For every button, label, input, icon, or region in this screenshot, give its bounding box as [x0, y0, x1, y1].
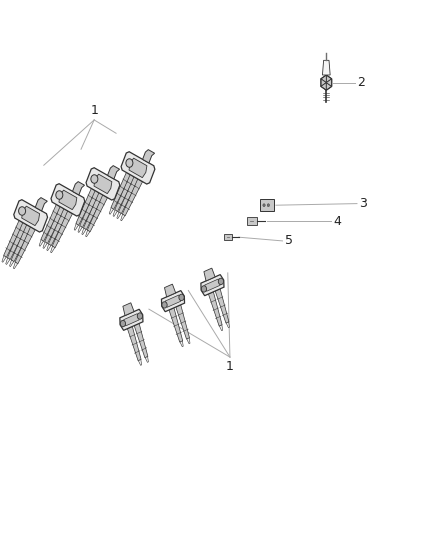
- Circle shape: [263, 204, 265, 207]
- Polygon shape: [2, 256, 6, 262]
- Polygon shape: [169, 308, 183, 342]
- Polygon shape: [165, 295, 181, 308]
- Polygon shape: [80, 190, 100, 228]
- Polygon shape: [59, 190, 77, 209]
- Polygon shape: [85, 230, 90, 237]
- Circle shape: [126, 159, 133, 167]
- Polygon shape: [326, 83, 332, 90]
- Polygon shape: [117, 212, 121, 219]
- Polygon shape: [73, 182, 85, 195]
- Polygon shape: [11, 224, 32, 262]
- Polygon shape: [121, 152, 155, 184]
- Polygon shape: [22, 206, 39, 225]
- Polygon shape: [4, 220, 24, 257]
- Polygon shape: [322, 60, 330, 75]
- Polygon shape: [45, 206, 65, 244]
- Polygon shape: [326, 79, 332, 86]
- Polygon shape: [120, 309, 143, 330]
- Polygon shape: [134, 324, 148, 358]
- Text: 2: 2: [357, 76, 365, 89]
- Polygon shape: [143, 150, 155, 163]
- Text: 5: 5: [285, 235, 293, 247]
- Polygon shape: [109, 208, 113, 214]
- Polygon shape: [326, 75, 332, 83]
- Polygon shape: [15, 227, 35, 264]
- Polygon shape: [120, 214, 125, 221]
- Polygon shape: [111, 172, 131, 209]
- Polygon shape: [115, 174, 135, 212]
- Polygon shape: [7, 222, 28, 260]
- Polygon shape: [82, 228, 86, 235]
- Polygon shape: [226, 322, 230, 328]
- Polygon shape: [122, 179, 142, 216]
- Polygon shape: [219, 325, 223, 330]
- Circle shape: [18, 207, 25, 215]
- Polygon shape: [39, 240, 43, 246]
- Circle shape: [218, 278, 223, 285]
- Polygon shape: [52, 211, 72, 248]
- Polygon shape: [113, 210, 117, 216]
- Polygon shape: [180, 341, 183, 346]
- Polygon shape: [94, 174, 112, 193]
- Polygon shape: [321, 79, 326, 86]
- Polygon shape: [78, 226, 82, 232]
- Polygon shape: [123, 303, 134, 316]
- Polygon shape: [50, 246, 55, 253]
- Circle shape: [137, 313, 142, 319]
- Text: 1: 1: [90, 104, 98, 117]
- Polygon shape: [41, 204, 61, 241]
- Polygon shape: [127, 327, 141, 361]
- Polygon shape: [84, 192, 104, 230]
- Text: 4: 4: [333, 215, 341, 228]
- Circle shape: [201, 286, 207, 292]
- Polygon shape: [187, 338, 190, 344]
- Circle shape: [120, 320, 126, 327]
- Polygon shape: [13, 262, 18, 269]
- Polygon shape: [35, 198, 47, 211]
- Polygon shape: [124, 313, 139, 326]
- Polygon shape: [224, 234, 232, 240]
- Text: 3: 3: [359, 197, 367, 210]
- Polygon shape: [119, 176, 139, 214]
- Circle shape: [179, 294, 184, 301]
- Circle shape: [56, 191, 63, 199]
- Polygon shape: [215, 289, 229, 323]
- Polygon shape: [247, 217, 257, 225]
- Polygon shape: [165, 284, 176, 297]
- Polygon shape: [108, 166, 120, 179]
- Polygon shape: [176, 305, 190, 339]
- Polygon shape: [6, 258, 10, 264]
- Circle shape: [91, 175, 98, 183]
- Polygon shape: [47, 244, 51, 251]
- Polygon shape: [201, 274, 224, 296]
- Polygon shape: [14, 200, 48, 232]
- Circle shape: [162, 302, 167, 308]
- Polygon shape: [145, 357, 148, 362]
- Polygon shape: [74, 224, 78, 230]
- Circle shape: [267, 204, 269, 207]
- Polygon shape: [10, 260, 14, 266]
- Polygon shape: [205, 279, 220, 292]
- Polygon shape: [87, 195, 107, 232]
- Polygon shape: [162, 290, 184, 312]
- Polygon shape: [321, 75, 326, 83]
- Polygon shape: [138, 360, 141, 365]
- Polygon shape: [204, 268, 215, 281]
- Polygon shape: [129, 158, 147, 177]
- Polygon shape: [51, 184, 85, 216]
- Polygon shape: [76, 188, 96, 225]
- Polygon shape: [208, 292, 222, 326]
- Polygon shape: [86, 168, 120, 200]
- Polygon shape: [260, 199, 274, 211]
- Polygon shape: [43, 242, 47, 248]
- Polygon shape: [321, 83, 326, 90]
- Polygon shape: [49, 208, 69, 246]
- Text: 1: 1: [226, 360, 234, 373]
